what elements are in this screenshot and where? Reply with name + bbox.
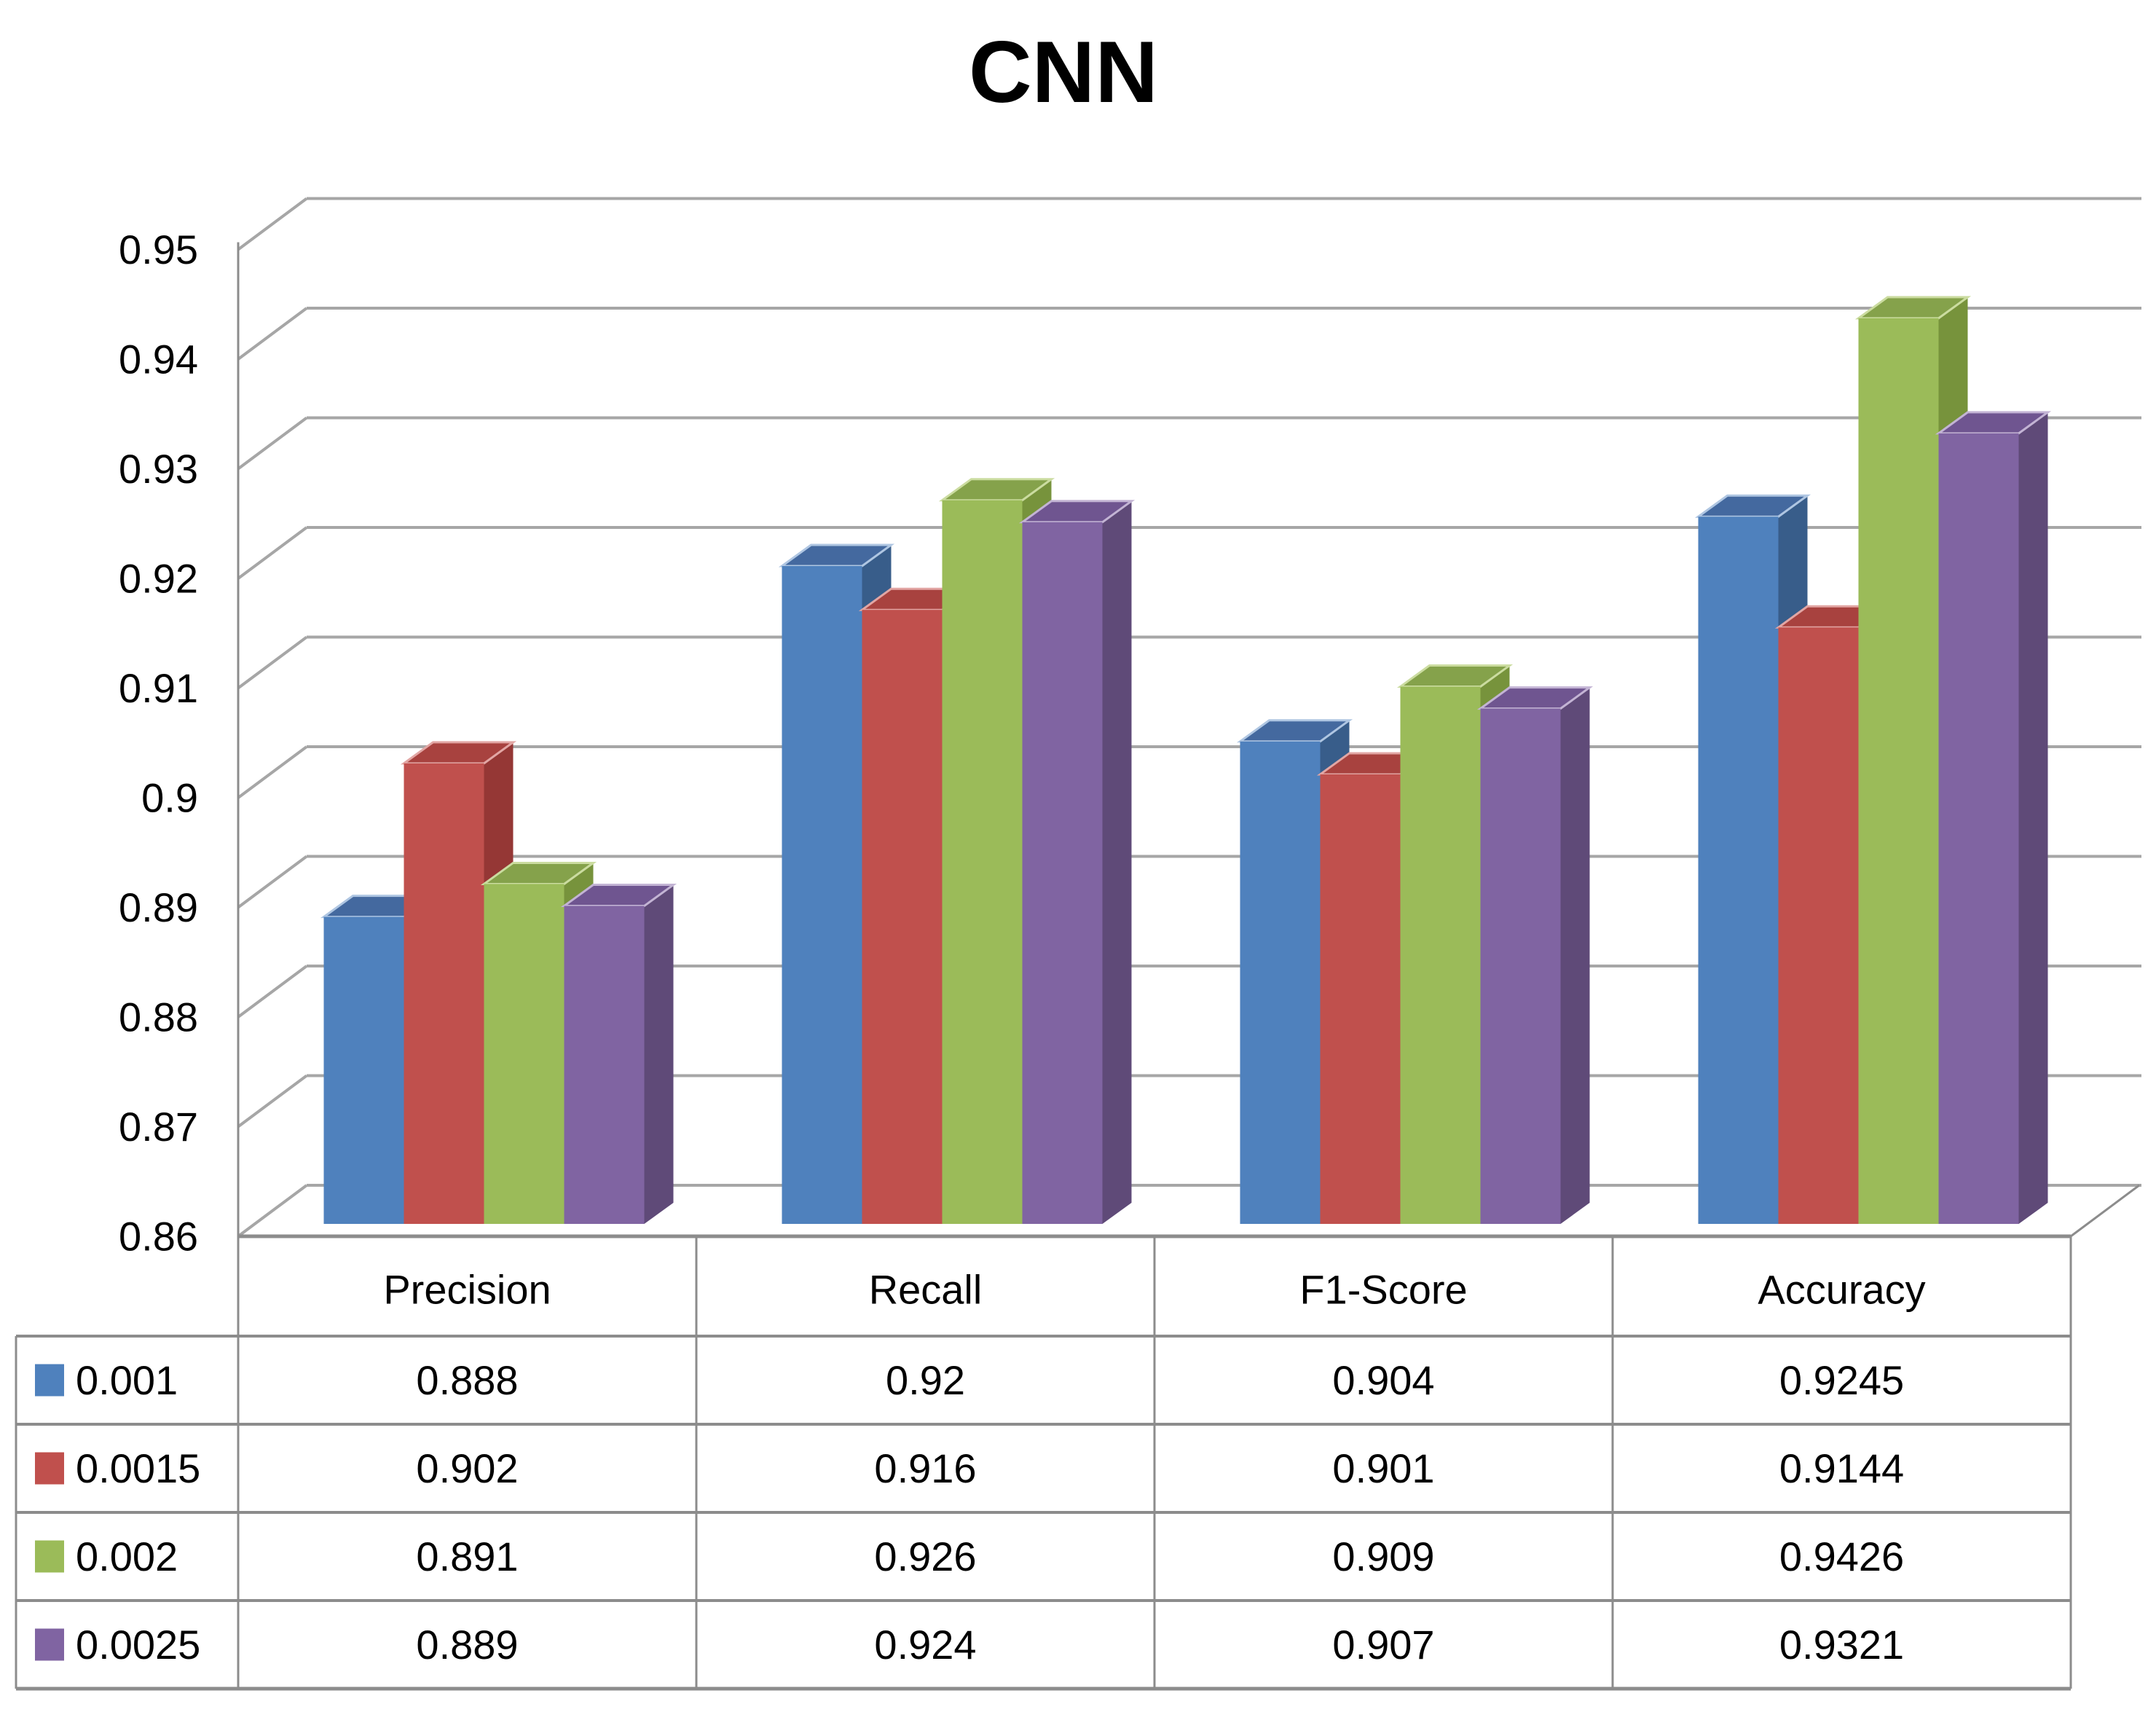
table-cell-F1-Score-0.0025: 0.907 [1332,1622,1434,1668]
bar-Accuracy-0.0025-front [1938,433,2019,1224]
gridline-diagonal-0.86 [237,1184,308,1238]
bar-Accuracy-0.0025-side [2018,412,2048,1224]
table-header-accuracy: Accuracy [1758,1267,1925,1313]
table-cell-F1-Score-0.0015: 0.901 [1332,1445,1434,1491]
legend-label-0.001: 0.001 [76,1357,178,1403]
table-cell-Precision-0.001: 0.888 [416,1357,518,1403]
gridline-diagonal-0.87 [237,1074,308,1128]
legend-key-0.0025 [35,1628,64,1661]
legend-label-0.002: 0.002 [76,1534,178,1579]
bar-Recall-0.0025-front [1022,522,1103,1224]
table-cell-Accuracy-0.0025: 0.9321 [1779,1622,1904,1668]
y-tick-label-0.92: 0.92 [119,556,198,602]
table-cell-Recall-0.002: 0.926 [874,1534,976,1579]
legend-key-0.001 [35,1364,64,1397]
bar-F1-Score-0.0015-front [1320,774,1401,1224]
table-cell-Accuracy-0.0015: 0.9144 [1779,1445,1904,1491]
bar-F1-Score-0.002-front [1400,686,1481,1224]
gridline-diagonal-0.89 [237,855,308,909]
y-tick-label-0.9: 0.9 [141,775,198,821]
bar-Precision-0.001-front [323,916,404,1224]
table-cell-Accuracy-0.002: 0.9426 [1779,1534,1904,1579]
table-header-f1-score: F1-Score [1299,1267,1467,1313]
bar-F1-Score-0.001-front [1240,741,1321,1224]
legend-label-0.0015: 0.0015 [76,1445,200,1491]
gridline-diagonal-0.92 [237,526,308,580]
bar-Precision-0.002-front [484,884,564,1224]
table-cell-Recall-0.001: 0.92 [886,1357,965,1403]
y-tick-label-0.95: 0.95 [119,227,198,272]
bar-F1-Score-0.0025-side [1560,687,1590,1224]
bar-Accuracy-0.001-front [1698,517,1779,1224]
gridline-diagonal-0.91 [237,635,308,690]
table-cell-Accuracy-0.001: 0.9245 [1779,1357,1904,1403]
gridline-diagonal-0.94 [237,307,308,361]
y-tick-label-0.94: 0.94 [119,337,198,382]
y-tick-label-0.93: 0.93 [119,446,198,492]
chart-title: CNN [969,23,1158,121]
table-cell-Recall-0.0015: 0.916 [874,1445,976,1491]
y-tick-label-0.86: 0.86 [119,1214,198,1260]
gridline-diagonal-0.95 [237,197,308,251]
table-cell-Precision-0.0015: 0.902 [416,1445,518,1491]
bar-Accuracy-0.0015-front [1778,627,1859,1224]
bar-Precision-0.0025-front [564,906,645,1224]
y-tick-label-0.88: 0.88 [119,994,198,1040]
bar-Recall-0.0025-side [1102,500,1132,1224]
gridline-diagonal-0.9 [237,745,308,799]
table-cell-Precision-0.002: 0.891 [416,1534,518,1579]
bar-F1-Score-0.0025-front [1480,708,1561,1224]
gridline-diagonal-0.88 [237,965,308,1018]
bar-Recall-0.001-front [782,566,862,1224]
bar-Precision-0.0025-side [644,884,674,1224]
table-cell-F1-Score-0.001: 0.904 [1332,1357,1434,1403]
legend-key-0.002 [35,1540,64,1573]
legend-key-0.0015 [35,1452,64,1485]
table-header-precision: Precision [383,1267,551,1313]
table-cell-F1-Score-0.002: 0.909 [1332,1534,1434,1579]
table-header-recall: Recall [869,1267,983,1313]
y-tick-label-0.87: 0.87 [119,1104,198,1150]
bar-Precision-0.0015-front [404,763,484,1224]
gridline-diagonal-0.93 [237,416,308,471]
y-tick-label-0.91: 0.91 [119,665,198,711]
bar-Recall-0.002-front [942,500,1023,1224]
table-cell-Recall-0.0025: 0.924 [874,1622,976,1668]
table-cell-Precision-0.0025: 0.889 [416,1622,518,1668]
legend-label-0.0025: 0.0025 [76,1622,200,1668]
bar-Accuracy-0.002-front [1858,318,1939,1224]
bar-Recall-0.0015-front [862,610,943,1224]
y-tick-label-0.89: 0.89 [119,884,198,930]
floor-right-edge [2070,1184,2140,1238]
